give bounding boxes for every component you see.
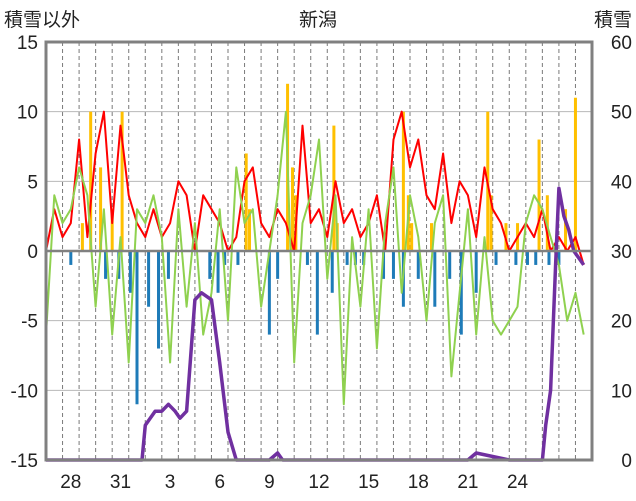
bar [166,251,170,279]
line-series [45,110,586,462]
bar [147,251,151,307]
bar [474,251,478,293]
bar [248,209,252,251]
bar [494,251,498,265]
bar [128,251,132,293]
series-line [45,110,585,266]
bar [244,153,248,251]
x-tick-label: 18 [408,472,429,493]
right-tick-label: 50 [611,103,632,124]
bar [537,139,541,251]
bar [489,195,493,251]
bar [157,251,161,349]
x-tick-label: 3 [165,472,176,493]
bar [216,251,220,293]
bar [410,223,414,251]
left-tick-label: -15 [11,451,38,472]
bar [89,111,93,252]
bar [110,209,114,251]
bar [120,111,124,252]
bar [382,251,386,279]
right-tick-label: 0 [621,451,632,472]
bar [514,251,518,265]
bar [448,251,452,279]
bar [534,251,538,265]
bar [69,251,73,265]
bar [236,251,240,265]
bar [330,251,334,293]
left-tick-label: 10 [17,103,38,124]
bar [80,223,84,251]
x-tick-label: 6 [214,472,225,493]
bar [391,251,395,279]
left-tick-label: -5 [21,312,38,333]
x-tick-label: 9 [264,472,275,493]
right-tick-label: 40 [611,172,632,193]
left-tick-label: 15 [17,33,38,54]
series-line [45,110,585,406]
bar [416,251,420,279]
bar [459,251,463,335]
plot-frame [44,40,594,462]
bar [564,209,568,251]
right-tick-label: 60 [611,33,632,54]
chart-title: 新潟 [299,9,337,31]
bar [223,251,227,265]
bar [547,251,551,265]
bar-series [69,83,577,405]
x-tick-label: 31 [110,472,131,493]
bar [208,251,212,279]
bar [99,167,103,251]
left-tick-label: 0 [27,242,38,263]
bar [401,111,405,252]
left-tick-label: -10 [11,381,38,402]
bar [557,251,561,265]
x-tick-label: 24 [507,472,529,493]
bar [135,251,139,405]
right-tick-label: 30 [611,242,632,263]
bar [525,251,529,265]
left-axis-label: 積雪以外 [4,9,80,31]
bar [430,223,434,251]
x-tick-label: 12 [308,472,329,493]
x-tick-label: 21 [457,472,478,493]
left-tick-label: 5 [27,172,38,193]
bar [573,97,577,251]
right-tick-label: 10 [611,381,632,402]
bar [315,251,319,335]
bar [267,251,271,335]
bar [291,167,295,251]
bar [345,251,349,265]
right-tick-label: 20 [611,312,632,333]
bar [104,251,108,279]
x-tick-label: 28 [60,472,81,493]
x-tick-label: 15 [358,472,379,493]
bar [305,251,309,265]
bar [276,251,280,279]
bar [433,251,437,307]
right-axis-label: 積雪 [594,9,632,31]
